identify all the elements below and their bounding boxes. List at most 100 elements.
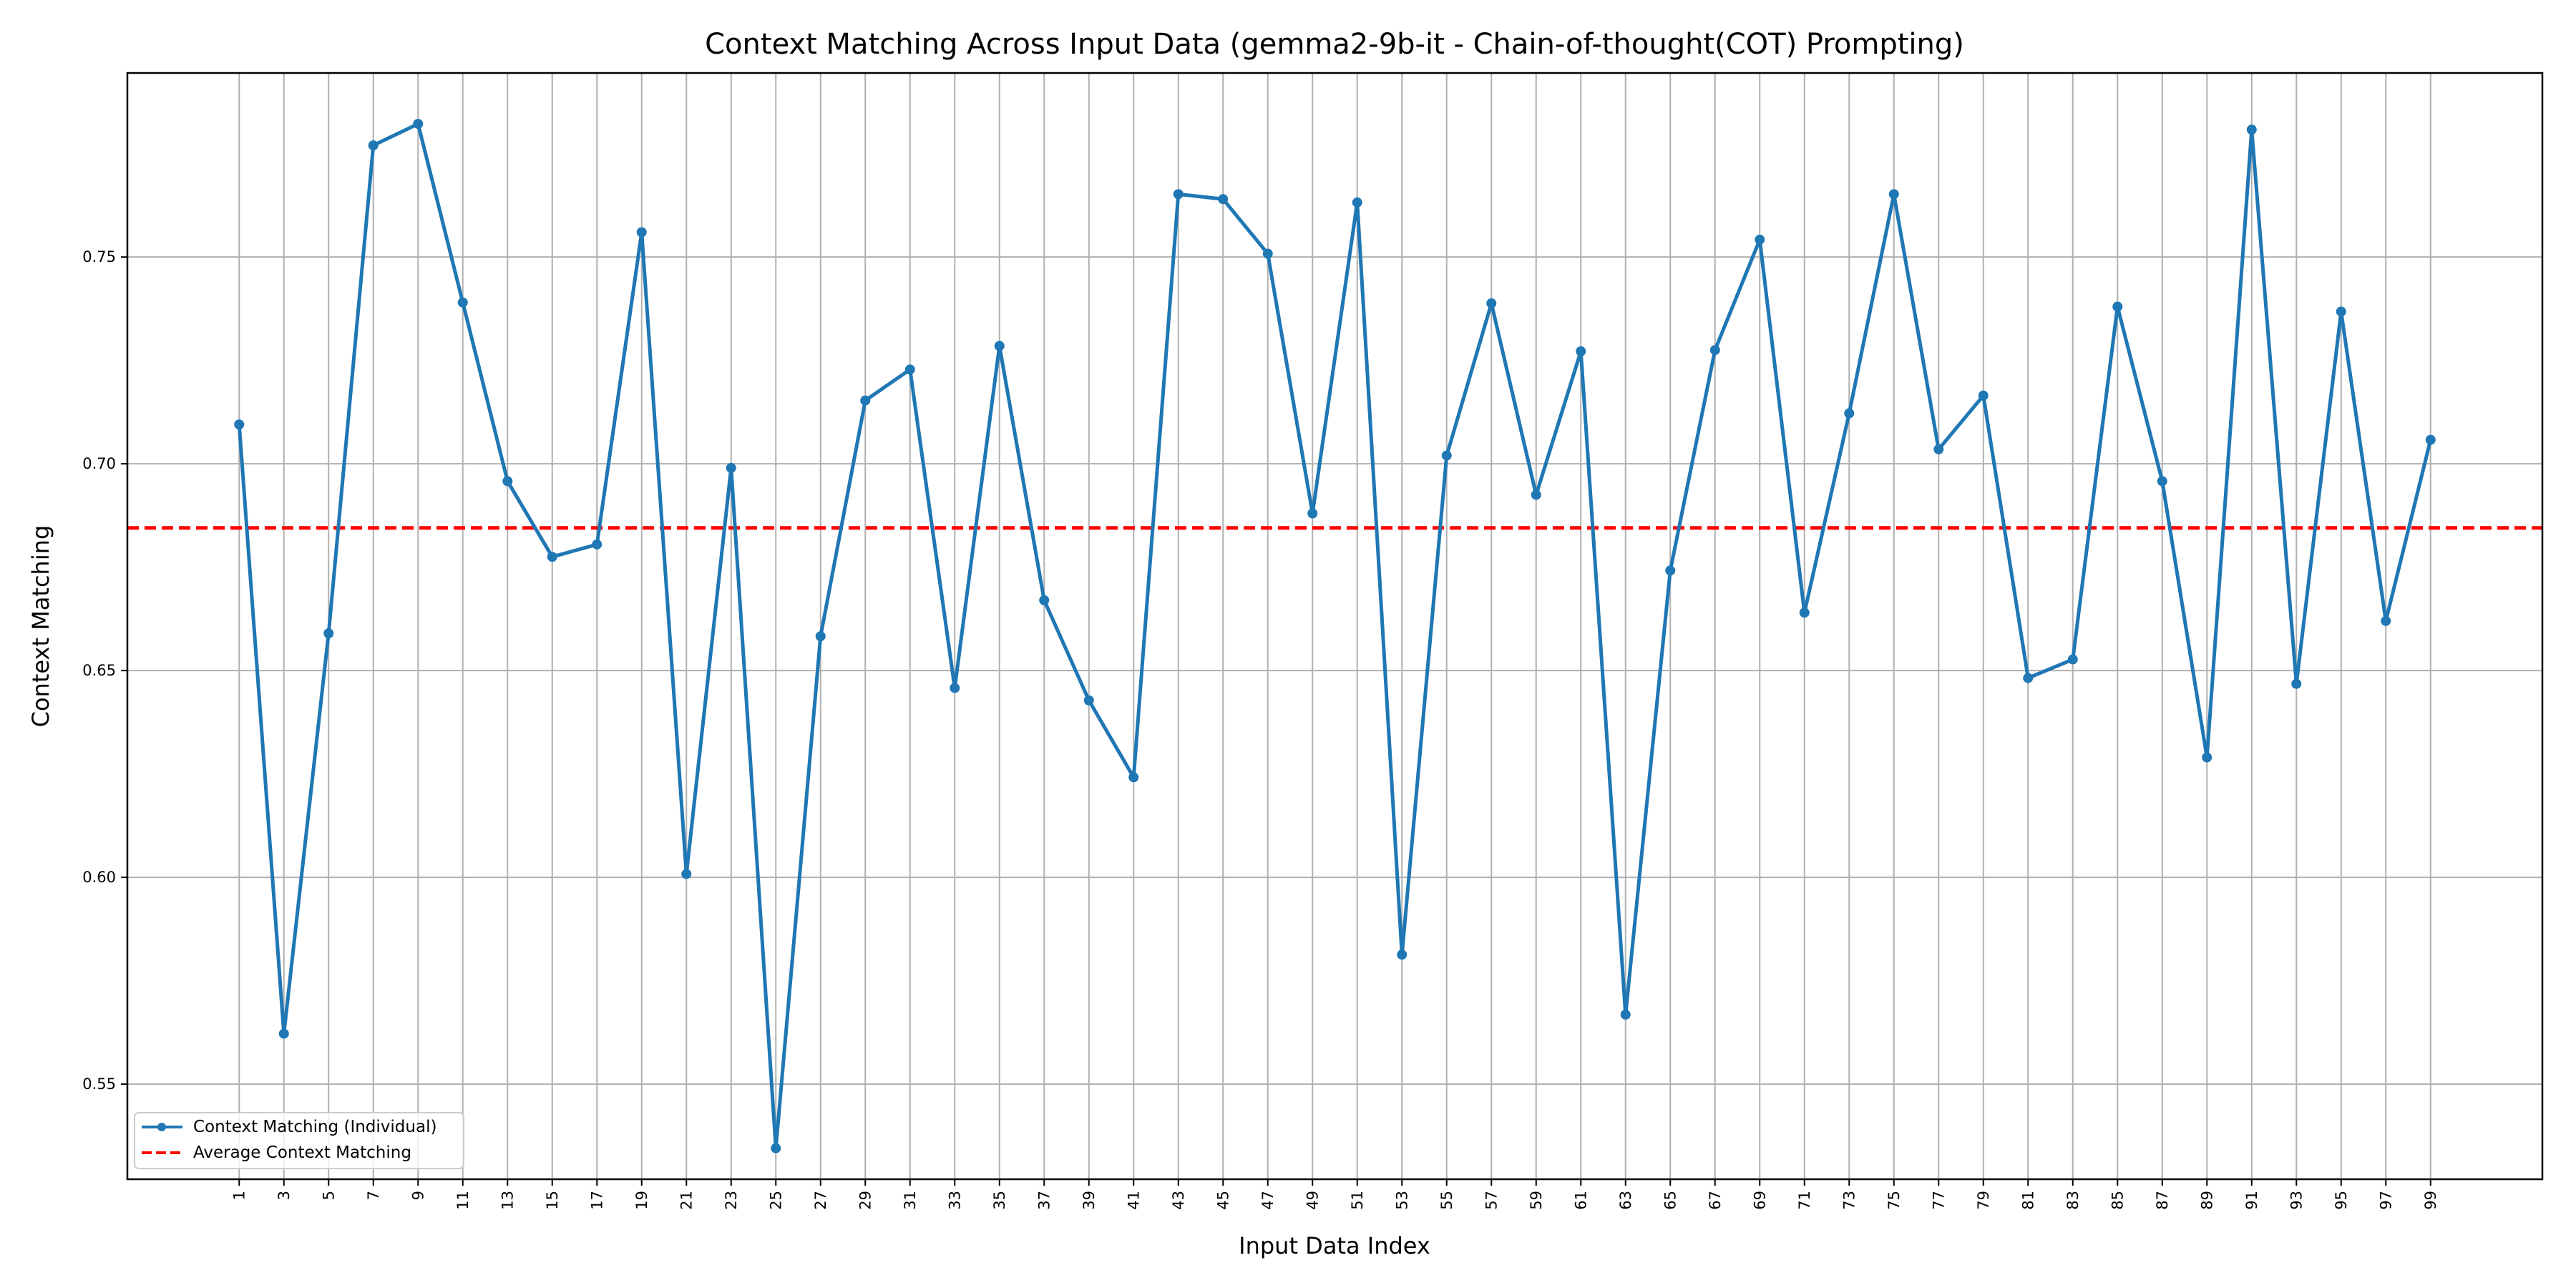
y-tick-label: 0.55 bbox=[82, 1075, 116, 1093]
legend: Context Matching (Individual) Average Co… bbox=[134, 1112, 464, 1169]
x-tick-label: 61 bbox=[1572, 1191, 1589, 1210]
data-point bbox=[950, 683, 960, 693]
data-point bbox=[1307, 508, 1318, 519]
y-tick-label: 0.65 bbox=[82, 662, 116, 679]
x-tick-label: 17 bbox=[588, 1191, 605, 1210]
x-tick-label: 53 bbox=[1393, 1191, 1410, 1210]
data-point bbox=[681, 869, 692, 879]
data-point bbox=[547, 552, 557, 562]
data-point bbox=[1128, 772, 1139, 783]
x-tick-label: 57 bbox=[1483, 1191, 1500, 1210]
x-tick-label: 87 bbox=[2154, 1191, 2171, 1210]
x-tick-label: 93 bbox=[2288, 1191, 2305, 1210]
data-point bbox=[368, 140, 379, 151]
x-tick-label: 45 bbox=[1214, 1191, 1231, 1210]
x-tick-labels: 1 3 5 7 9 11 13 15 17 19 21 23 25 27 29 31 33 35 37 39 41 43 4… bbox=[230, 1191, 2439, 1210]
x-tick-label: 23 bbox=[723, 1191, 740, 1210]
x-tick-label: 1 bbox=[230, 1191, 248, 1200]
data-point bbox=[1441, 450, 1452, 461]
data-point bbox=[2246, 125, 2257, 135]
x-tick-label: 99 bbox=[2422, 1191, 2439, 1210]
data-point bbox=[1039, 595, 1050, 605]
data-point bbox=[1755, 234, 1765, 245]
x-tick-label: 29 bbox=[857, 1191, 874, 1210]
data-point bbox=[1397, 950, 1407, 960]
x-tick-label: 19 bbox=[633, 1191, 650, 1210]
data-point bbox=[2291, 678, 2302, 689]
data-point bbox=[1620, 1009, 1631, 1020]
data-point bbox=[815, 631, 826, 642]
x-tick-label: 9 bbox=[409, 1191, 426, 1200]
x-tick-label: 73 bbox=[1840, 1191, 1858, 1210]
data-point bbox=[2067, 654, 2078, 665]
x-tick-label: 63 bbox=[1617, 1191, 1634, 1210]
data-point bbox=[2157, 476, 2167, 487]
data-point bbox=[1486, 298, 1497, 308]
data-point bbox=[1933, 444, 1944, 454]
x-tick-label: 75 bbox=[1885, 1191, 1903, 1210]
x-tick-label: 41 bbox=[1125, 1191, 1142, 1210]
x-tick-label: 25 bbox=[767, 1191, 784, 1210]
data-point bbox=[1709, 345, 1720, 356]
data-point bbox=[234, 419, 245, 430]
x-tick-label: 81 bbox=[2019, 1191, 2036, 1210]
x-tick-label: 77 bbox=[1930, 1191, 1947, 1210]
axes-layer bbox=[121, 72, 2544, 1186]
data-point bbox=[1173, 189, 1184, 200]
x-tick-label: 95 bbox=[2333, 1191, 2350, 1210]
data-point bbox=[860, 395, 871, 406]
data-point bbox=[1799, 608, 1810, 618]
data-point bbox=[278, 1028, 289, 1039]
x-tick-label: 59 bbox=[1528, 1191, 1545, 1210]
x-tick-label: 83 bbox=[2064, 1191, 2082, 1210]
data-point bbox=[457, 297, 468, 308]
data-point bbox=[592, 539, 602, 550]
y-tick-label: 0.70 bbox=[82, 455, 116, 472]
data-point bbox=[1665, 565, 1676, 576]
x-tick-label: 11 bbox=[454, 1191, 472, 1210]
data-point bbox=[1352, 197, 1362, 208]
legend-label-average: Average Context Matching bbox=[193, 1143, 411, 1162]
y-tick-labels: 0.55 0.60 0.65 0.70 0.75 bbox=[82, 248, 116, 1093]
data-point bbox=[726, 462, 736, 473]
data-point bbox=[502, 476, 513, 487]
data-point bbox=[1531, 489, 1541, 500]
x-tick-label: 79 bbox=[1975, 1191, 1992, 1210]
x-tick-label: 33 bbox=[946, 1191, 963, 1210]
x-tick-label: 35 bbox=[991, 1191, 1008, 1210]
x-tick-label: 67 bbox=[1707, 1191, 1724, 1210]
data-point bbox=[1218, 194, 1229, 205]
data-point bbox=[1844, 408, 1855, 419]
data-point bbox=[2425, 434, 2436, 445]
x-tick-label: 55 bbox=[1438, 1191, 1455, 1210]
data-point bbox=[994, 341, 1005, 351]
data-point bbox=[1888, 189, 1899, 200]
chart-title: Context Matching Across Input Data (gemm… bbox=[705, 28, 1964, 61]
data-point bbox=[771, 1143, 781, 1153]
x-tick-label: 49 bbox=[1304, 1191, 1321, 1210]
x-tick-label: 13 bbox=[499, 1191, 516, 1210]
y-tick-label: 0.60 bbox=[82, 869, 116, 886]
legend-box bbox=[134, 1112, 464, 1169]
x-tick-label: 97 bbox=[2377, 1191, 2394, 1210]
x-tick-label: 71 bbox=[1796, 1191, 1813, 1210]
x-tick-label: 85 bbox=[2109, 1191, 2126, 1210]
data-point bbox=[636, 227, 647, 238]
series-layer bbox=[234, 119, 2436, 1153]
x-tick-label: 3 bbox=[275, 1191, 293, 1200]
x-tick-label: 21 bbox=[678, 1191, 695, 1210]
x-tick-label: 47 bbox=[1259, 1191, 1277, 1210]
x-tick-label: 89 bbox=[2198, 1191, 2215, 1210]
data-point bbox=[904, 364, 915, 375]
data-point bbox=[2112, 301, 2123, 312]
legend-marker-individual bbox=[157, 1123, 166, 1131]
x-tick-label: 15 bbox=[544, 1191, 561, 1210]
x-tick-label: 65 bbox=[1662, 1191, 1679, 1210]
x-axis-label: Input Data Index bbox=[1239, 1232, 1430, 1259]
x-tick-label: 39 bbox=[1080, 1191, 1098, 1210]
legend-label-individual: Context Matching (Individual) bbox=[193, 1118, 436, 1136]
x-tick-label: 31 bbox=[902, 1191, 919, 1210]
series-line-individual bbox=[237, 122, 2433, 1151]
x-tick-label: 91 bbox=[2243, 1191, 2260, 1210]
